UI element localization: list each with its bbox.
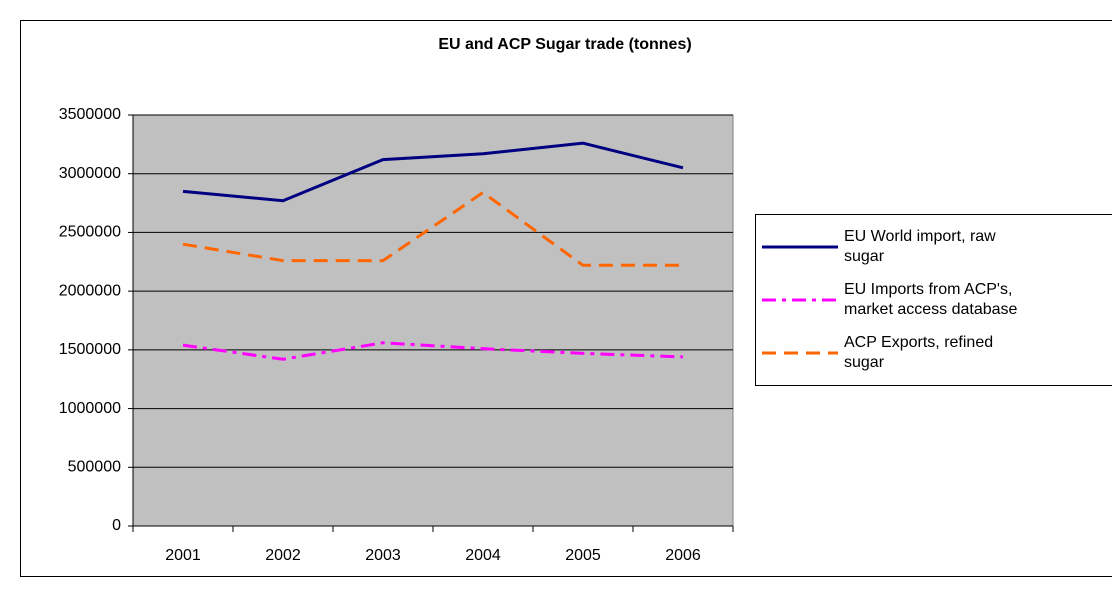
chart-title: EU and ACP Sugar trade (tonnes) [438,36,691,53]
legend-label: EU World import, raw sugar [844,228,996,266]
x-tick-label: 2004 [465,547,501,564]
legend: EU World import, raw sugar EU Imports fro… [755,214,1112,386]
legend-swatch [762,245,838,249]
x-tick-label: 2001 [165,547,201,564]
legend-item: EU World import, raw sugar [756,227,1112,267]
y-tick-label: 3500000 [59,106,121,123]
legend-swatch [762,298,838,302]
legend-label: ACP Exports, refined sugar [844,333,994,371]
legend-swatch [762,351,838,355]
y-tick-label: 1500000 [59,341,121,358]
series-line [182,341,684,361]
x-tick-label: 2002 [265,547,301,564]
legend-item: EU Imports from ACP's, market access dat… [756,280,1112,320]
y-tick-label: 500000 [68,459,121,476]
x-tick-label: 2003 [365,547,401,564]
plot-area [132,114,734,527]
series-line [182,141,684,203]
y-tick-label: 1000000 [59,400,121,417]
legend-label: EU Imports from ACP's, market access dat… [844,280,1018,318]
x-tick-label: 2006 [665,547,701,564]
legend-item: ACP Exports, refined sugar [756,333,1112,373]
y-tick-label: 0 [112,517,121,534]
x-tick-label: 2005 [565,547,601,564]
y-tick-label: 2500000 [59,224,121,241]
y-tick-label: 2000000 [59,282,121,299]
y-tick-label: 3000000 [59,165,121,182]
series-line [182,190,683,267]
